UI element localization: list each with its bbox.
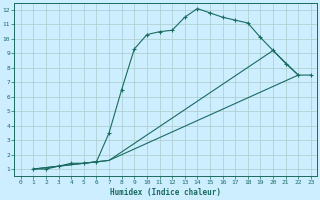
- X-axis label: Humidex (Indice chaleur): Humidex (Indice chaleur): [110, 188, 221, 197]
